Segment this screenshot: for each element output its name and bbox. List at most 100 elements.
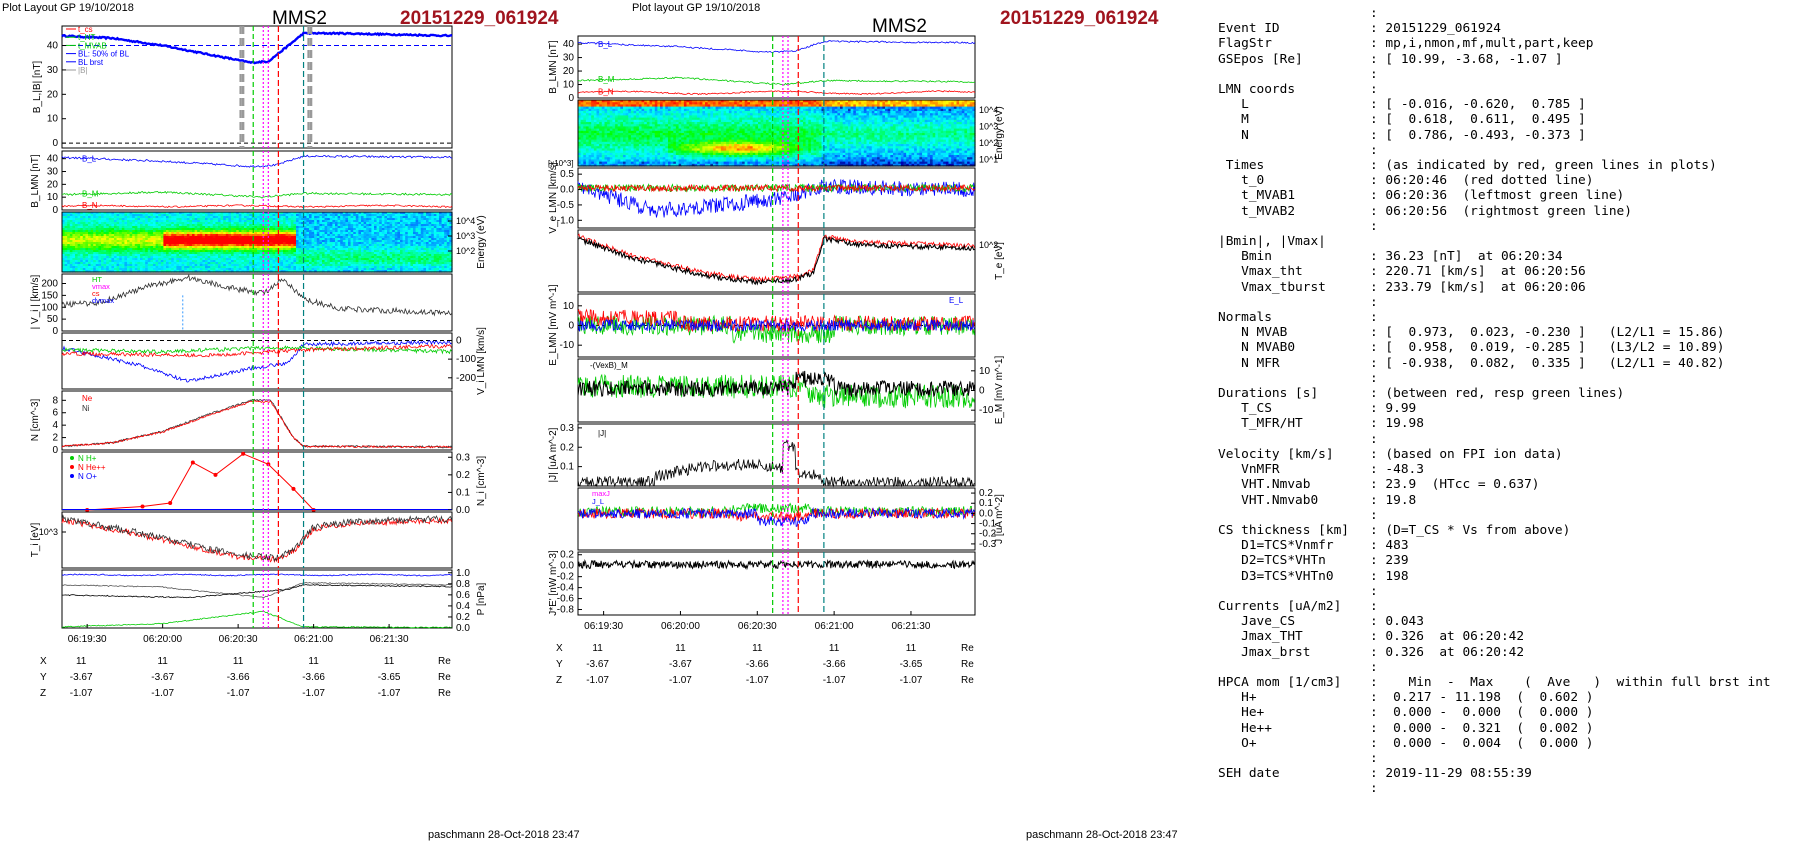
position-value: 11 <box>233 656 244 667</box>
info-row: L: [ -0.016, -0.620, 0.785 ] <box>1218 97 1798 112</box>
info-key: N <box>1218 127 1249 143</box>
position-unit: Re <box>438 688 451 699</box>
em-axis-tick-label: 10 <box>979 366 991 377</box>
position-value: -3.67 <box>586 659 609 670</box>
velmn-axis-tick-label: 0.0 <box>560 185 574 196</box>
time-tick-label: 06:21:30 <box>370 634 409 645</box>
position-value: 11 <box>76 656 87 667</box>
panel-n <box>61 390 453 451</box>
mid-blmn-axis-tick-label: 0 <box>568 93 574 104</box>
position-row-label: Z <box>40 688 46 699</box>
info-row: : <box>1218 508 1798 523</box>
info-row: Durations [s]: (between red, resp green … <box>1218 386 1798 401</box>
time-tick-label: 06:21:00 <box>294 634 333 645</box>
info-value: : [ 0.786, -0.493, -0.373 ] <box>1370 127 1586 143</box>
info-row: He++: 0.000 - 0.321 ( 0.002 ) <box>1218 721 1798 736</box>
mid-blmn-ylabel: B_LMN [nT] <box>548 40 559 94</box>
info-key: VHT.Nmvab0 <box>1218 492 1319 508</box>
legend-entry: t_cs <box>78 25 93 34</box>
hpca-axis-tick-label: 0.2 <box>456 470 470 481</box>
position-value: -1.07 <box>70 688 93 699</box>
he-plus-plus-point <box>241 451 246 456</box>
n-axis-tick-label: 4 <box>52 420 58 431</box>
info-key: N MFR <box>1218 355 1280 371</box>
info-key: T_CS <box>1218 401 1272 417</box>
position-row-label: Z <box>556 675 562 686</box>
info-value: : 9.99 <box>1370 401 1417 417</box>
info-row: He+: 0.000 - 0.000 ( 0.000 ) <box>1218 705 1798 720</box>
series-label: Ni <box>82 404 90 413</box>
jmag-axis-tick-label: 0.2 <box>560 442 574 453</box>
energy-tick-label: 10^4 <box>456 216 475 226</box>
vi-axis-tick-label: 100 <box>41 302 58 313</box>
info-row: FlagStr: mp,i,nmon,mf,mult,part,keep <box>1218 36 1798 51</box>
vilmn-axis-tick-label: -200 <box>456 373 476 384</box>
info-value: : [ 0.958, 0.019, -0.285 ] (L3/L2 = 10.8… <box>1370 340 1725 356</box>
event-info-panel: : Event ID: 20151229_061924 FlagStr: mp,i,… <box>1218 6 1798 836</box>
vi-axis-tick-label: 200 <box>41 279 58 290</box>
jcomp-axis-tick-label: -0.1 <box>979 519 997 530</box>
left-footer: paschmann 28-Oct-2018 23:47 <box>428 829 580 841</box>
position-value: -3.65 <box>900 659 923 670</box>
info-row: T_CS : 9.99 <box>1218 401 1798 416</box>
elmn-ylabel: E_LMN [mV m^-1] <box>548 284 559 366</box>
info-value: : [ 0.618, 0.611, 0.495 ] <box>1370 112 1586 128</box>
energy-tick-label: 10^4 <box>979 105 998 115</box>
panel-j-mag <box>577 423 976 487</box>
hpca-ylabel: N_i [cm^-3] <box>476 456 487 506</box>
je-axis-tick-label: 0.0 <box>560 561 574 572</box>
info-value: : <box>1370 598 1378 614</box>
info-value: : 23.9 (HTcc = 0.637) <box>1370 477 1540 493</box>
series-label: Ne <box>82 394 93 403</box>
info-value: : <box>1370 82 1378 98</box>
info-row: H+: 0.217 - 11.198 ( 0.602 ) <box>1218 690 1798 705</box>
p-axis-tick-label: 1.0 <box>456 568 470 579</box>
vilmn-axis-tick-label: -100 <box>456 354 476 365</box>
vi-axis-tick-label: 50 <box>47 314 59 325</box>
info-key: HPCA mom [1/cm3] <box>1218 674 1342 690</box>
info-value: : <box>1370 431 1378 447</box>
series-vi-n <box>61 344 452 358</box>
panel-vi <box>61 273 453 332</box>
info-key: t_MVAB1 <box>1218 188 1296 204</box>
te-ylabel: T_e [eV] <box>994 242 1005 280</box>
info-row: N MVAB: [ 0.973, 0.023, -0.230 ] (L2/L1 … <box>1218 325 1798 340</box>
position-value: 11 <box>308 656 319 667</box>
info-key: D2=TCS*VHTn <box>1218 553 1326 569</box>
series-vexb-m <box>577 370 975 399</box>
info-row: : <box>1218 751 1798 766</box>
info-value: : <box>1370 583 1378 599</box>
series-label: B_N <box>82 201 98 210</box>
info-value: : 233.79 [km/s] at 06:20:06 <box>1370 279 1586 295</box>
series-label: B_L <box>82 155 97 164</box>
info-row: Jmax_THT: 0.326 at 06:20:42 <box>1218 629 1798 644</box>
legend-entry: BL brst <box>78 58 104 67</box>
series-p-tot <box>61 581 453 599</box>
elmn-axis-tick-label: 10 <box>563 301 575 312</box>
info-key: Durations [s] <box>1218 386 1319 402</box>
info-value: : <box>1370 6 1378 21</box>
panel-te <box>577 229 976 293</box>
info-row: t_0: 06:20:46 (red dotted line) <box>1218 173 1798 188</box>
series-p-e <box>62 584 453 599</box>
info-row: Velocity [km/s]: (based on FPI ion data) <box>1218 447 1798 462</box>
mid-series-b-n <box>577 90 976 96</box>
jmag-ylabel: |J| [uA m^-2] <box>548 427 559 482</box>
legend-entry: N H+ <box>78 454 97 463</box>
position-unit: Re <box>438 672 451 683</box>
panel-vilmn <box>61 332 453 390</box>
series-vi-m <box>62 345 452 355</box>
series-ne <box>61 400 452 449</box>
mid-blmn-axis-tick-label: 20 <box>563 66 575 77</box>
info-row: T_MFR/HT: 19.98 <box>1218 416 1798 431</box>
legend-entry: |B| <box>78 66 88 75</box>
time-tick-label: 06:20:00 <box>661 621 700 632</box>
info-value: : mp,i,nmon,mf,mult,part,keep <box>1370 36 1594 52</box>
middle-footer: paschmann 28-Oct-2018 23:47 <box>1026 829 1178 841</box>
position-value: -1.07 <box>586 675 609 686</box>
time-tick-label: 06:19:30 <box>584 621 623 632</box>
velmn-axis-tick-label: -1.0 <box>557 215 575 226</box>
info-key: Jmax_THT <box>1218 629 1303 645</box>
info-value: : -48.3 <box>1370 462 1424 478</box>
info-value: : 20151229_061924 <box>1370 21 1501 37</box>
